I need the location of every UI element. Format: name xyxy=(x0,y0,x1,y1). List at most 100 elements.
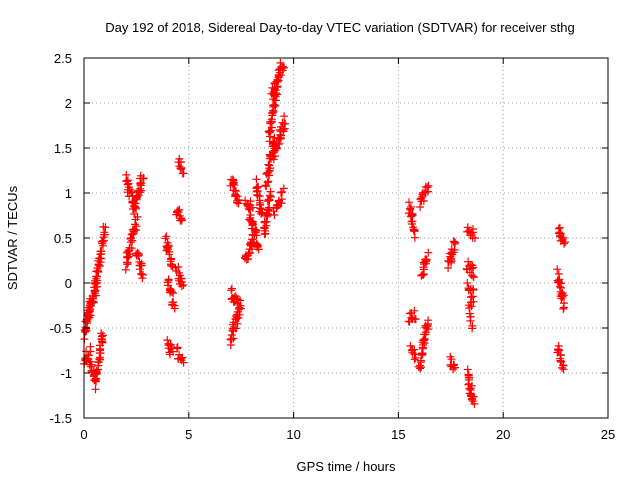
data-point xyxy=(173,343,182,352)
data-point xyxy=(232,294,241,303)
data-point xyxy=(450,239,459,248)
data-point xyxy=(137,261,145,270)
grid-layer xyxy=(84,58,608,418)
y-tick-label: -1 xyxy=(60,366,72,381)
data-point xyxy=(447,355,456,364)
data-point xyxy=(230,181,239,189)
data-point xyxy=(410,233,419,242)
data-point xyxy=(556,229,565,238)
data-point xyxy=(227,286,236,295)
data-point xyxy=(133,192,142,201)
x-tick-label: 15 xyxy=(391,427,405,442)
data-point xyxy=(463,365,472,374)
data-point xyxy=(244,249,253,258)
data-point xyxy=(127,244,136,253)
data-point xyxy=(83,319,92,328)
data-point xyxy=(419,341,427,349)
data-point xyxy=(273,144,282,153)
data-point xyxy=(98,331,107,340)
data-point xyxy=(229,334,238,343)
data-point xyxy=(177,165,186,174)
data-point xyxy=(92,377,100,386)
data-point xyxy=(167,260,176,269)
data-point xyxy=(128,198,137,207)
data-point xyxy=(466,312,475,321)
data-point xyxy=(273,77,282,86)
data-point xyxy=(227,284,236,293)
data-point xyxy=(421,255,430,264)
data-point xyxy=(406,341,415,350)
data-point xyxy=(97,247,106,256)
data-point xyxy=(424,248,433,257)
data-point xyxy=(252,175,261,184)
data-point xyxy=(139,174,148,183)
data-point xyxy=(555,346,564,355)
data-point xyxy=(82,324,91,333)
data-point xyxy=(124,183,133,192)
data-point xyxy=(559,304,568,313)
data-point xyxy=(410,345,419,354)
data-point xyxy=(277,195,286,204)
data-point xyxy=(130,210,139,218)
data-point xyxy=(448,250,457,259)
y-tick-label: 2.5 xyxy=(54,51,72,66)
x-axis-label: GPS time / hours xyxy=(297,459,396,474)
data-point xyxy=(463,279,472,287)
data-point xyxy=(233,319,242,328)
data-point xyxy=(265,203,273,212)
data-point xyxy=(265,191,274,200)
data-point xyxy=(555,223,564,232)
data-point xyxy=(97,332,106,341)
data-point xyxy=(101,223,110,232)
data-point xyxy=(86,342,95,351)
data-point xyxy=(132,204,141,213)
data-point xyxy=(237,304,246,313)
data-point xyxy=(463,223,472,232)
data-point xyxy=(421,330,430,339)
data-point xyxy=(467,381,476,390)
data-point xyxy=(256,204,265,213)
data-point xyxy=(264,177,273,186)
data-point xyxy=(131,220,139,229)
data-point xyxy=(138,274,147,283)
data-point xyxy=(450,360,458,369)
data-point xyxy=(424,316,433,325)
data-point xyxy=(269,88,278,96)
data-point xyxy=(127,188,136,197)
x-tick-label: 0 xyxy=(80,427,87,442)
data-point xyxy=(265,164,274,173)
y-tick-label: -0.5 xyxy=(50,321,72,336)
data-point xyxy=(246,248,254,257)
data-point xyxy=(446,254,455,263)
data-points xyxy=(80,58,570,408)
data-point xyxy=(90,286,99,295)
data-point xyxy=(263,209,272,218)
data-point xyxy=(464,373,473,382)
data-point xyxy=(254,182,263,191)
data-point xyxy=(94,365,102,374)
data-point xyxy=(467,264,476,273)
data-point xyxy=(468,324,477,333)
data-point xyxy=(231,186,239,195)
data-point xyxy=(424,181,433,190)
data-point xyxy=(262,217,271,226)
y-tick-label: 1 xyxy=(65,186,72,201)
data-point xyxy=(248,220,257,229)
data-point xyxy=(248,245,256,254)
y-axis-label: SDTVAR / TECUs xyxy=(5,185,20,290)
data-point xyxy=(559,361,568,370)
data-point xyxy=(84,351,93,360)
data-point xyxy=(411,315,420,324)
data-point xyxy=(86,311,95,320)
data-point xyxy=(278,62,287,71)
y-tick-label: 0.5 xyxy=(54,231,72,246)
data-point xyxy=(248,218,257,227)
data-point xyxy=(411,353,420,362)
data-point xyxy=(179,281,188,289)
data-point xyxy=(270,211,279,219)
x-tick-label: 25 xyxy=(601,427,615,442)
axis-ticks: 0 5 10 15 20 25 -1.5 -1 -0.5 0 0.5 1 1.5 2 2.5 xyxy=(50,51,616,442)
data-point xyxy=(469,263,478,272)
data-point xyxy=(419,196,428,205)
